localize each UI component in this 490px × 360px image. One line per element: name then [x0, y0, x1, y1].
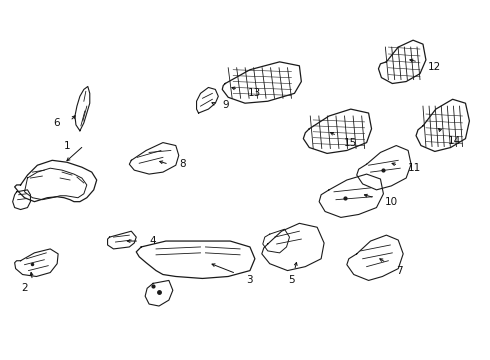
Polygon shape	[15, 160, 97, 202]
Polygon shape	[196, 87, 219, 113]
Polygon shape	[108, 231, 136, 249]
Text: 15: 15	[344, 138, 357, 148]
Polygon shape	[319, 174, 383, 217]
Text: 8: 8	[179, 159, 185, 169]
Polygon shape	[129, 143, 179, 174]
Text: 4: 4	[149, 236, 156, 246]
Polygon shape	[262, 223, 324, 271]
Polygon shape	[15, 249, 58, 276]
Polygon shape	[347, 235, 403, 280]
Polygon shape	[416, 99, 469, 152]
Polygon shape	[145, 280, 173, 306]
Polygon shape	[222, 62, 301, 103]
Polygon shape	[303, 109, 371, 153]
Text: 11: 11	[408, 163, 421, 173]
Text: 5: 5	[288, 275, 295, 285]
Polygon shape	[136, 241, 255, 278]
Text: 10: 10	[384, 197, 397, 207]
Polygon shape	[75, 86, 90, 131]
Text: 2: 2	[21, 283, 28, 293]
Text: 1: 1	[63, 140, 70, 150]
Text: 9: 9	[222, 100, 229, 110]
Text: 13: 13	[248, 88, 261, 98]
Text: 3: 3	[246, 275, 253, 285]
Polygon shape	[357, 145, 411, 190]
Polygon shape	[378, 40, 426, 84]
Text: 14: 14	[448, 136, 461, 145]
Text: 7: 7	[396, 266, 403, 276]
Polygon shape	[13, 190, 30, 210]
Polygon shape	[263, 229, 290, 253]
Text: 12: 12	[428, 62, 441, 72]
Polygon shape	[24, 168, 87, 200]
Text: 6: 6	[53, 118, 60, 128]
